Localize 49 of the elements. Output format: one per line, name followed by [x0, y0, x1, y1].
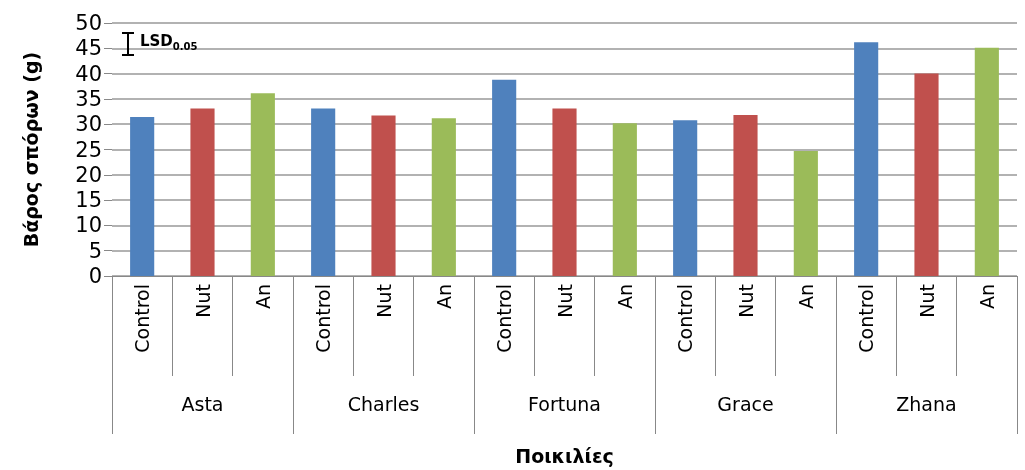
bar	[914, 73, 939, 276]
bar	[371, 115, 396, 276]
y-tick-label: 10	[75, 213, 102, 238]
x-tick-label: Nut	[734, 284, 757, 318]
x-tick-label: An	[432, 284, 455, 310]
y-tick-label: 40	[75, 61, 102, 86]
y-tick-label: 15	[75, 188, 102, 213]
y-tick-label: 45	[75, 36, 102, 61]
text: Zhana	[896, 392, 957, 415]
bar	[793, 151, 818, 276]
annotation: LSD$_{0.05}$	[140, 32, 198, 52]
bar	[250, 93, 275, 276]
x-tick-label: Control	[312, 284, 335, 353]
x-tick-label: An	[975, 284, 998, 310]
x-tick-label: Nut	[191, 284, 214, 318]
y-tick-label: 20	[75, 162, 102, 187]
x-tick-label: An	[613, 284, 636, 310]
bar	[130, 117, 155, 276]
bar	[974, 47, 999, 276]
x-tick-label: Control	[674, 284, 697, 353]
x-tick-label: Control	[855, 284, 878, 353]
x-tick-label: An	[794, 284, 817, 310]
bar	[552, 108, 577, 276]
y-tick-label: 30	[75, 112, 102, 137]
text: Grace	[717, 392, 774, 415]
y-tick-label: 5	[88, 238, 102, 263]
x-tick-label: An	[251, 284, 274, 310]
bar	[854, 42, 879, 276]
x-axis-title: Ποικιλίες	[515, 444, 614, 467]
bar	[492, 79, 517, 276]
text: Charles	[347, 392, 420, 415]
bar	[190, 108, 215, 276]
x-tick-label: Control	[493, 284, 516, 353]
y-tick-label: 25	[75, 137, 102, 162]
x-tick-label: Nut	[553, 284, 576, 318]
bar	[431, 118, 456, 276]
bar	[673, 120, 698, 276]
bar	[612, 123, 637, 276]
x-tick-label: Control	[131, 284, 154, 353]
y-tick-label: 50	[75, 11, 102, 35]
x-tick-label: Nut	[372, 284, 395, 318]
text: Asta	[181, 392, 224, 415]
x-tick-label: Nut	[915, 284, 938, 318]
y-axis-title: Βάρος σπόρων (g)	[19, 51, 42, 248]
bar	[311, 108, 336, 276]
y-tick-label: 35	[75, 86, 102, 111]
text: Fortuna	[528, 392, 601, 415]
y-tick-label: 0	[88, 264, 102, 288]
bar	[733, 115, 758, 276]
